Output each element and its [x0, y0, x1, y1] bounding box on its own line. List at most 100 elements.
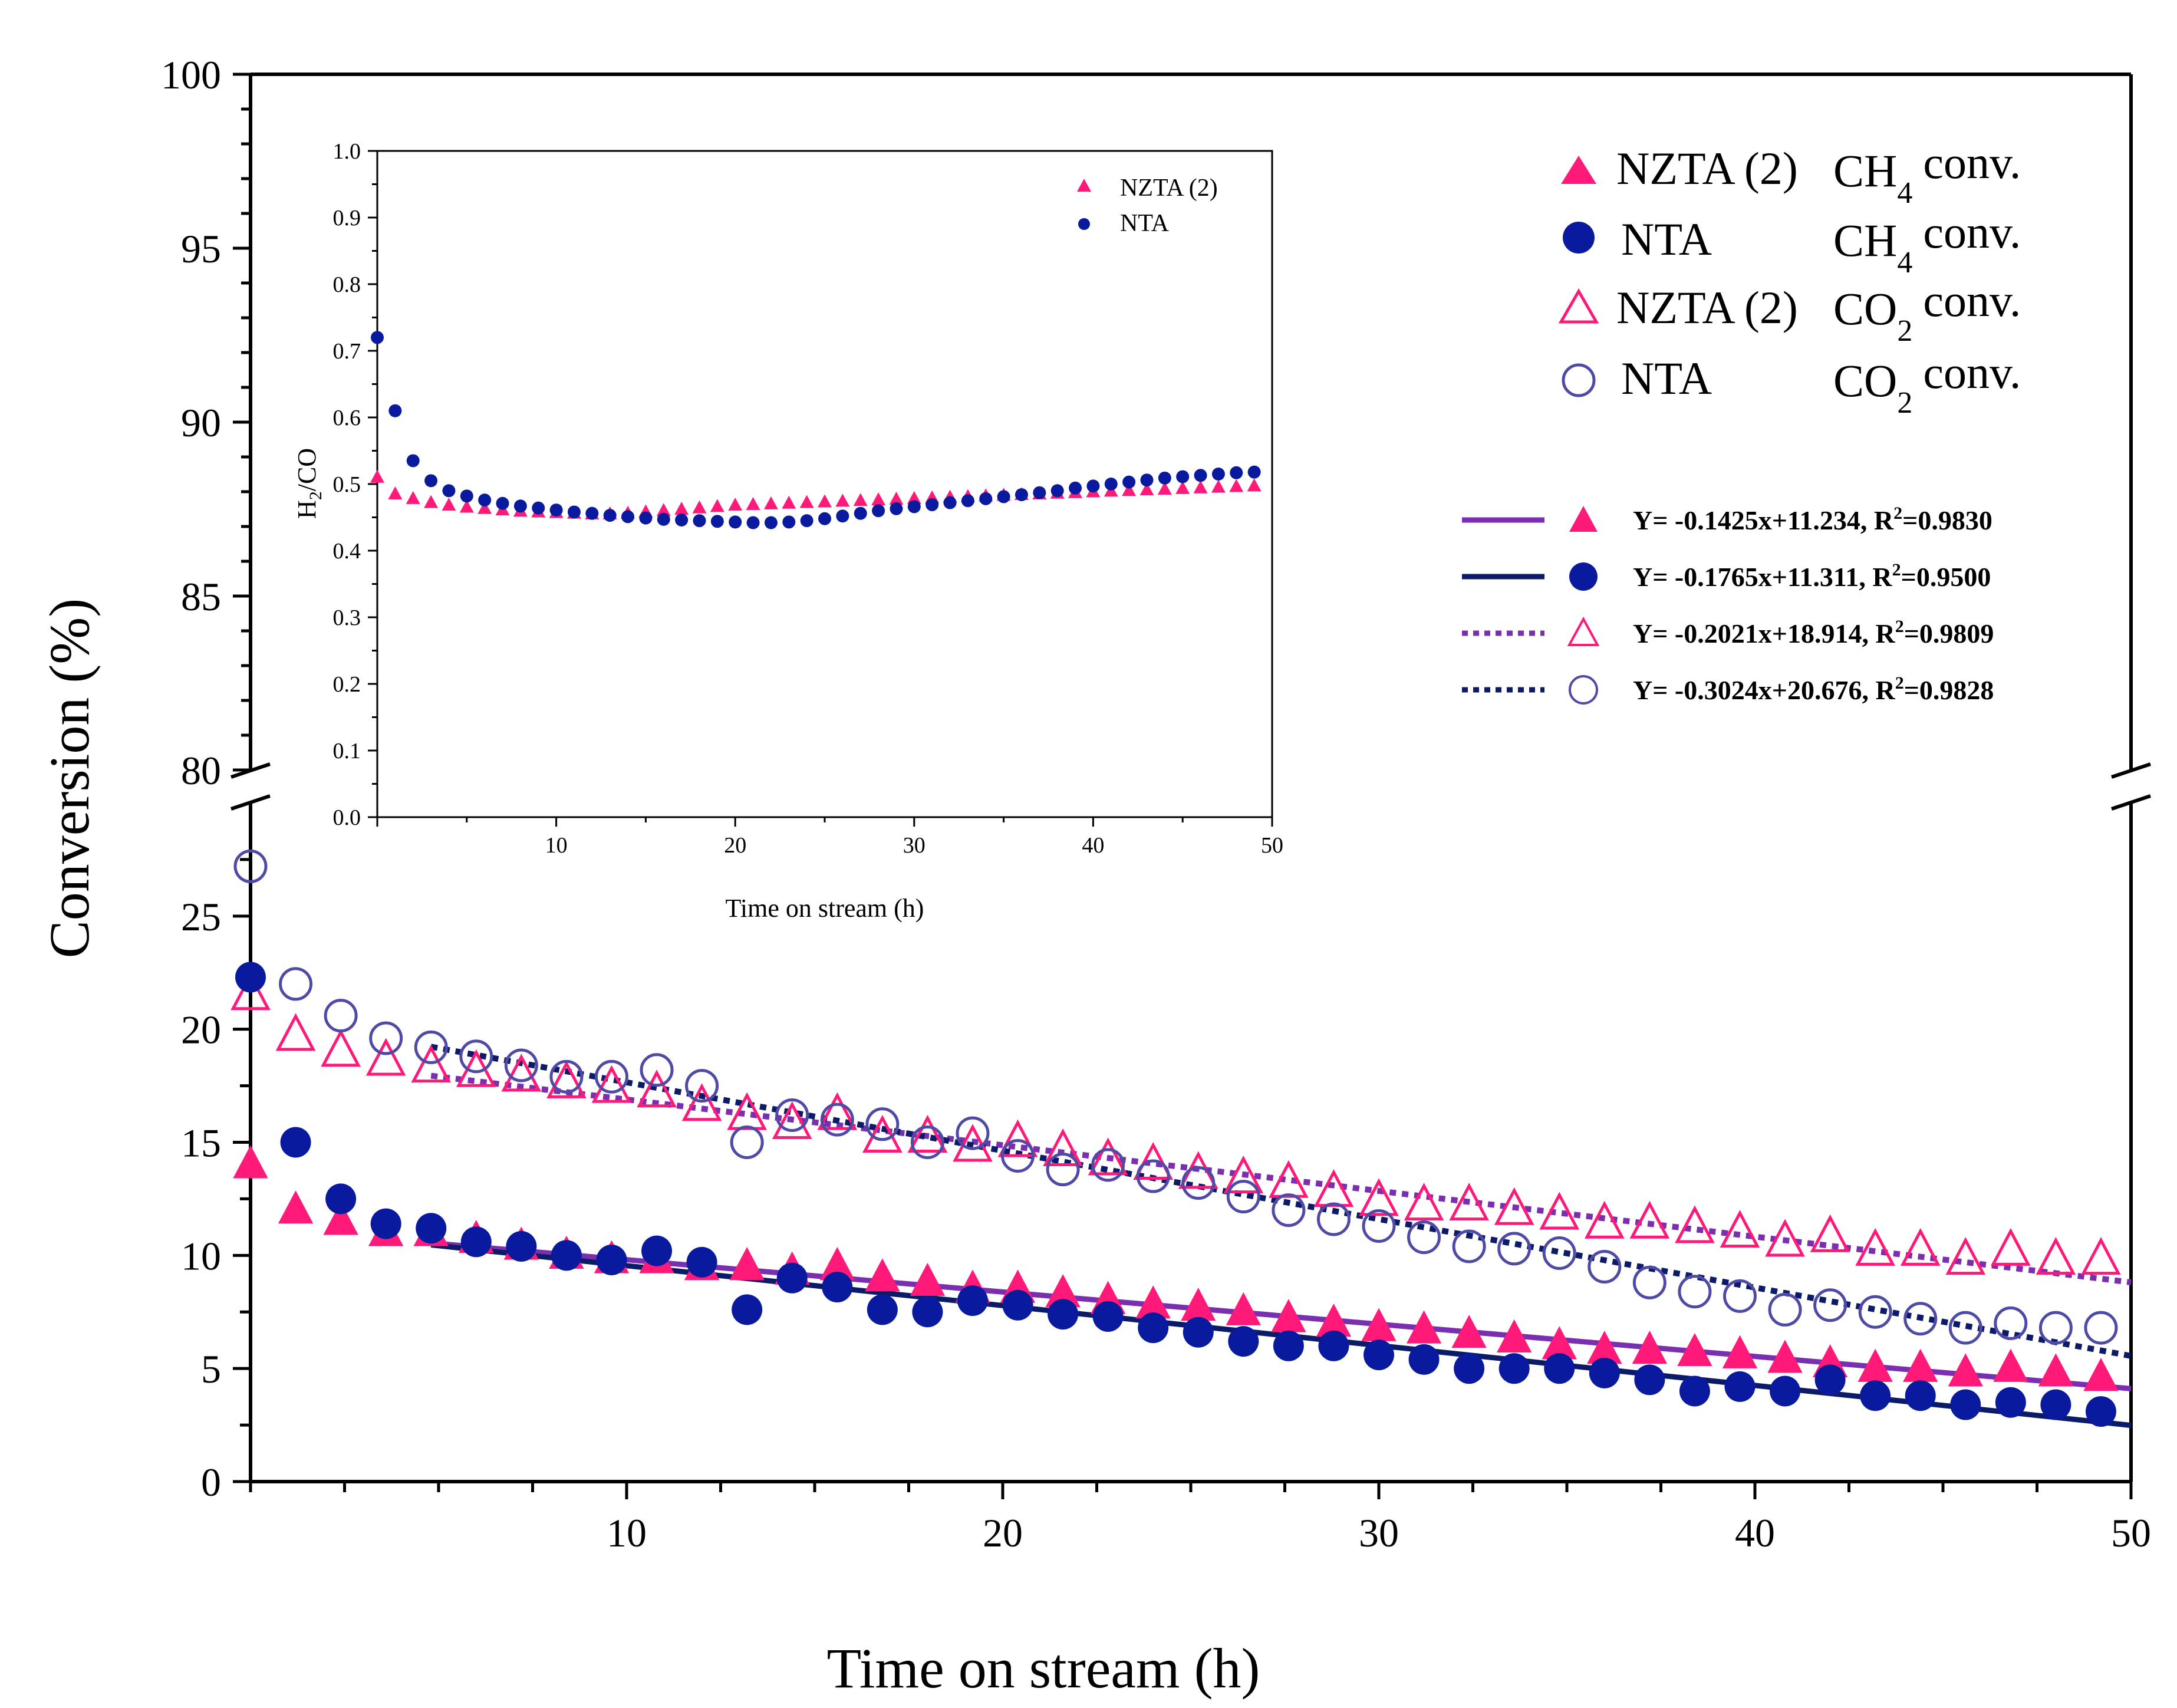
legend-sample-nzta-ch4: NZTA (2) — [1616, 143, 1798, 194]
inset-point-1-43 — [1140, 473, 1154, 487]
inset-point-1-41 — [1104, 478, 1118, 491]
data-point-0-24 — [1316, 1303, 1352, 1337]
data-point-3-32 — [1678, 1275, 1712, 1309]
data-point-1-24 — [1318, 1330, 1349, 1361]
data-point-0-30 — [1587, 1330, 1622, 1364]
inset-point-0-0 — [370, 469, 384, 483]
data-point-0-33 — [1722, 1335, 1758, 1368]
fit-eq-3-text: Y= -0.3024x+20.676, R — [1633, 675, 1895, 705]
data-point-2-32 — [1675, 1205, 1715, 1243]
inset-point-1-14 — [621, 510, 635, 524]
inset-y-axis-title-h: H — [292, 500, 321, 519]
legend-species-nta-ch4-main: CH — [1833, 215, 1897, 266]
inset-point-1-7 — [496, 496, 509, 510]
legend-species-nzta-co2: CO2 conv. — [1833, 275, 2021, 348]
inset-point-1-13 — [603, 509, 617, 522]
inset-y-tick-label: 0.3 — [333, 605, 361, 630]
data-point-1-4 — [416, 1213, 447, 1244]
inset-y-tick-label: 1.0 — [333, 139, 361, 164]
data-point-1-27 — [1454, 1353, 1485, 1384]
inset-point-0-24 — [799, 495, 814, 508]
data-point-1-9 — [641, 1235, 673, 1266]
data-point-1-22 — [1228, 1326, 1259, 1357]
inset-point-0-46 — [1193, 480, 1208, 493]
data-point-3-5 — [459, 1039, 493, 1074]
data-point-2-18 — [1043, 1128, 1083, 1167]
data-point-3-20 — [1136, 1159, 1170, 1193]
data-point-1-3 — [370, 1208, 401, 1239]
data-point-2-2 — [321, 1029, 361, 1067]
inset-point-0-20 — [728, 498, 743, 511]
inset-point-1-35 — [997, 490, 1010, 503]
inset-x-tick-label: 40 — [1082, 833, 1104, 858]
data-point-2-31 — [1629, 1200, 1670, 1239]
inset-y-axis-title: H2/CO — [292, 448, 325, 519]
main-y-tick-label: 25 — [181, 894, 221, 939]
fit-eq-1-sup: 2 — [1892, 560, 1901, 580]
data-point-2-6 — [501, 1054, 542, 1092]
inset-point-1-29 — [890, 502, 903, 515]
data-point-0-13 — [819, 1247, 855, 1281]
inset-point-0-2 — [406, 491, 420, 504]
inset-point-0-25 — [818, 494, 832, 508]
fit-eq-3-r2: =0.9828 — [1904, 675, 1994, 705]
data-point-0-15 — [910, 1262, 946, 1296]
data-point-0-34 — [1767, 1340, 1803, 1373]
data-point-1-28 — [1498, 1353, 1530, 1384]
data-point-0-36 — [1857, 1348, 1893, 1382]
data-point-3-21 — [1181, 1166, 1216, 1200]
fit-legend-equation-nzta-co2: Y= -0.2021x+18.914, R2=0.9809 — [1633, 617, 1994, 649]
data-point-0-28 — [1496, 1319, 1532, 1352]
inset-y-tick-label: 0.0 — [333, 805, 361, 830]
main-y-axis-title: Conversion (%) — [38, 598, 101, 959]
inset-point-1-2 — [406, 454, 420, 468]
inset-point-1-23 — [782, 515, 796, 529]
main-tick-marks — [233, 73, 2133, 1499]
inset-point-1-26 — [836, 509, 849, 523]
data-point-2-19 — [1088, 1137, 1128, 1176]
inset-point-0-22 — [763, 496, 778, 509]
data-point-3-22 — [1226, 1180, 1260, 1214]
legend-species-nta-co2-main: CO — [1833, 355, 1897, 406]
axis-break-mark-right-top — [2111, 762, 2151, 779]
inset-point-1-49 — [1247, 465, 1261, 479]
data-point-1-30 — [1589, 1357, 1620, 1388]
inset-legend-marker-nta — [1078, 218, 1090, 230]
fit-legend-marker-nta-co2 — [1569, 675, 1598, 705]
legend-species-nzta-ch4-suffix: conv. — [1923, 137, 2021, 188]
inset-x-tick-label: 50 — [1261, 833, 1283, 858]
main-data-points — [230, 849, 2121, 1427]
inset-point-0-26 — [835, 493, 850, 507]
data-point-2-40 — [2036, 1237, 2076, 1275]
inset-point-1-12 — [585, 506, 599, 520]
data-point-2-1 — [275, 1013, 316, 1051]
inset-point-0-16 — [656, 503, 671, 516]
inset-point-1-19 — [710, 515, 724, 528]
data-point-1-21 — [1183, 1317, 1214, 1348]
data-point-3-13 — [820, 1103, 854, 1137]
fit-eq-1-r2: =0.9500 — [1901, 562, 1991, 592]
main-x-tick-label: 10 — [607, 1510, 647, 1555]
inset-y-tick-label: 0.5 — [333, 472, 361, 497]
inset-point-0-3 — [424, 495, 439, 508]
inset-point-0-43 — [1139, 482, 1154, 496]
data-point-0-0 — [233, 1145, 268, 1179]
inset-tick-marks — [368, 150, 1273, 827]
inset-y-tick-label: 0.4 — [333, 539, 361, 564]
data-point-3-19 — [1091, 1148, 1125, 1182]
inset-x-tick-label: 20 — [724, 833, 746, 858]
data-point-1-41 — [2085, 1396, 2116, 1427]
data-point-2-26 — [1404, 1183, 1444, 1221]
inset-point-1-17 — [675, 514, 689, 527]
inset-y-tick-label: 0.7 — [333, 339, 361, 364]
data-point-2-28 — [1494, 1187, 1534, 1225]
inset-x-tick-label: 30 — [903, 833, 926, 858]
data-point-3-37 — [1903, 1302, 1938, 1336]
inset-point-0-28 — [871, 492, 886, 506]
fit-line-3 — [430, 1044, 2132, 1359]
data-point-3-38 — [1948, 1311, 1982, 1345]
inset-point-1-3 — [424, 474, 438, 488]
inset-point-1-42 — [1122, 475, 1136, 489]
data-point-2-35 — [1810, 1214, 1850, 1252]
main-y-tick-label: 90 — [181, 400, 221, 445]
